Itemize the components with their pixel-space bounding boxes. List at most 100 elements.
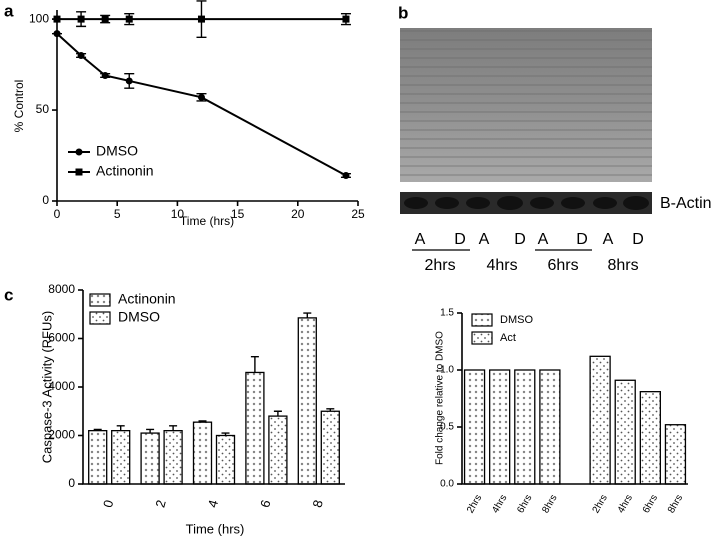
axes xyxy=(82,290,345,485)
x-tick-label: 8hrs xyxy=(540,493,559,515)
bar xyxy=(111,429,131,485)
time-label: 2hrs xyxy=(424,257,455,274)
x-tick-label: 2hrs xyxy=(591,493,610,515)
bar xyxy=(245,371,265,485)
y-tick-label: 0.0 xyxy=(440,479,454,490)
lane-label: D xyxy=(454,231,466,248)
lane-label: D xyxy=(632,231,644,248)
error-bar xyxy=(93,428,102,431)
x-tick-label: 0 xyxy=(54,207,61,221)
bar xyxy=(639,391,661,485)
time-label: 6hrs xyxy=(547,257,578,274)
lane-label: D xyxy=(576,231,588,248)
x-tick-label: 6hrs xyxy=(515,493,534,515)
legend-swatch xyxy=(89,293,111,307)
legend-swatch xyxy=(89,311,111,325)
error-bar xyxy=(221,432,230,436)
x-tick-label: 4 xyxy=(205,498,221,509)
error-bar xyxy=(303,312,312,318)
bar xyxy=(88,429,108,485)
y-axis-label: Fold change relative to DMSO xyxy=(435,331,446,465)
marker xyxy=(77,15,85,23)
x-tick-label: 2 xyxy=(152,498,168,509)
x-tick-label: 25 xyxy=(351,207,365,221)
x-tick-label: 6 xyxy=(257,498,273,509)
x-tick-label: 5 xyxy=(114,207,121,221)
x-tick-label: 0 xyxy=(100,498,116,509)
marker xyxy=(342,172,350,180)
bar xyxy=(539,369,561,485)
marker xyxy=(101,15,109,23)
lane-label: A xyxy=(538,231,549,248)
x-tick-label: 4hrs xyxy=(616,493,635,515)
error-bar xyxy=(198,420,207,423)
y-axis-label: % Control xyxy=(12,80,26,133)
y-tick-label: 8000 xyxy=(48,282,75,296)
marker xyxy=(101,71,109,79)
bar xyxy=(664,424,687,485)
legend-label: DMSO xyxy=(500,314,533,326)
marker xyxy=(125,77,133,85)
x-tick-label: 10 xyxy=(171,207,185,221)
lane-label: A xyxy=(479,231,490,248)
bar xyxy=(463,369,486,485)
lane-label: A xyxy=(603,231,614,248)
bar xyxy=(192,421,213,485)
y-tick-label: 0.5 xyxy=(440,422,454,433)
lane-label: D xyxy=(514,231,526,248)
legend-label: Actinonin xyxy=(118,291,176,307)
x-tick-label: 8hrs xyxy=(666,493,685,515)
panel-label: c xyxy=(4,285,13,304)
y-tick-label: 1.0 xyxy=(440,365,454,376)
bar xyxy=(140,432,160,485)
lane-label: A xyxy=(415,231,426,248)
bar xyxy=(589,355,611,485)
y-tick-label: 1.5 xyxy=(440,308,454,319)
bar xyxy=(489,369,511,485)
y-axis-label: Caspase-3 Activity (RFUs) xyxy=(39,311,54,463)
marker xyxy=(77,51,85,59)
axes xyxy=(56,10,358,202)
time-label: 4hrs xyxy=(486,257,517,274)
x-axis-label: Time (hrs) xyxy=(186,521,245,536)
legend-marker xyxy=(75,168,83,176)
marker xyxy=(125,15,133,23)
x-tick-label: 15 xyxy=(231,207,245,221)
y-tick-label: 0 xyxy=(42,193,49,207)
error-bar xyxy=(146,428,155,434)
marker xyxy=(197,93,205,101)
x-tick-label: 8 xyxy=(310,498,326,509)
error-bar xyxy=(169,425,178,431)
y-tick-label: 100 xyxy=(29,11,49,25)
x-axis-label: Time (hrs) xyxy=(180,214,234,228)
series-line xyxy=(56,32,347,177)
blot-image xyxy=(400,28,652,251)
error-bar xyxy=(250,355,259,373)
band-label: B-Actin xyxy=(660,195,712,212)
legend-swatch xyxy=(471,331,493,345)
y-tick-label: 2000 xyxy=(48,428,75,442)
legend-label: Act xyxy=(500,332,516,344)
error-bar xyxy=(273,410,282,417)
legend-marker xyxy=(75,148,83,156)
x-tick-label: 6hrs xyxy=(641,493,660,515)
x-tick-label: 2hrs xyxy=(465,493,484,515)
x-tick-label: 20 xyxy=(291,207,305,221)
legend-label: Actinonin xyxy=(96,163,154,179)
time-label: 8hrs xyxy=(607,257,638,274)
axes xyxy=(461,313,688,485)
bar xyxy=(297,317,317,485)
error-bar xyxy=(326,408,335,412)
marker xyxy=(197,15,205,23)
legend-swatch xyxy=(471,313,493,327)
bar xyxy=(163,429,183,485)
marker xyxy=(342,15,350,23)
y-tick-label: 6000 xyxy=(48,331,75,345)
y-tick-label: 4000 xyxy=(48,379,75,393)
legend-label: DMSO xyxy=(96,143,138,159)
bar xyxy=(514,369,536,485)
bar xyxy=(268,415,288,485)
bar xyxy=(614,379,636,485)
panel-label: b xyxy=(398,3,408,22)
